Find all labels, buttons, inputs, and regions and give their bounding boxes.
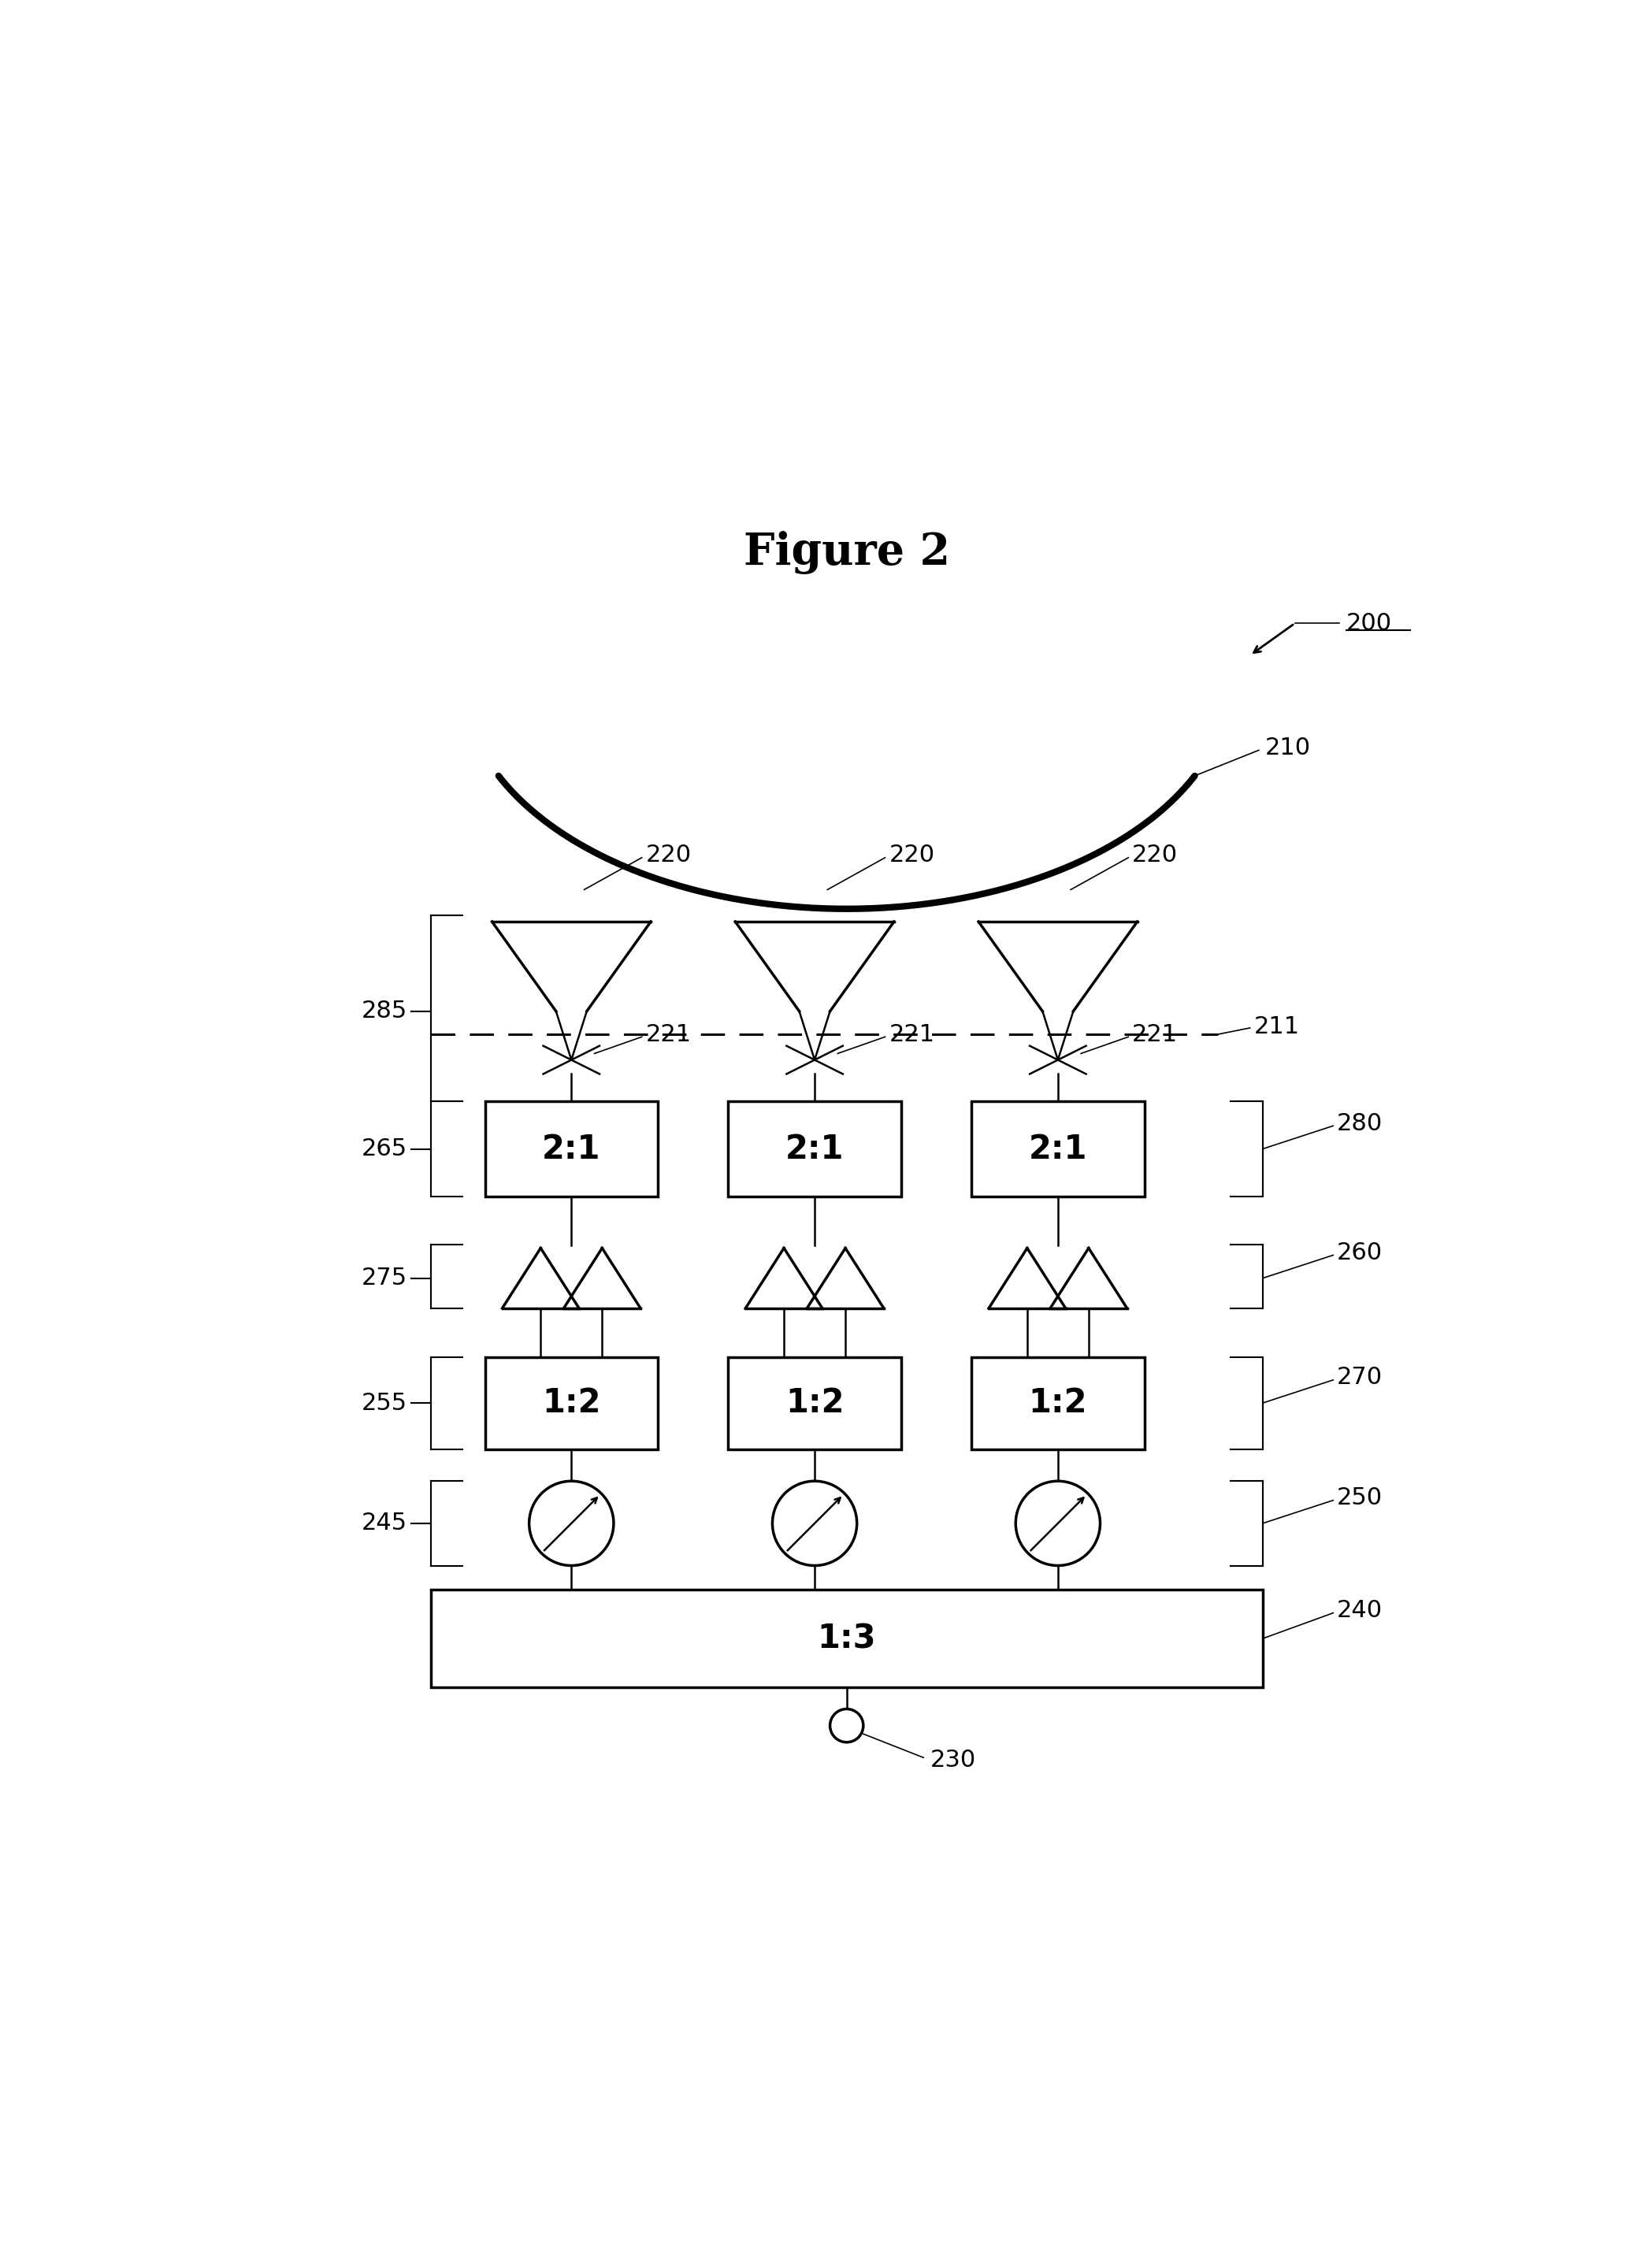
Text: 1:2: 1:2 (1029, 1387, 1087, 1419)
Bar (729, 1101, 900, 1198)
Text: 275: 275 (362, 1268, 408, 1290)
Text: 220: 220 (646, 844, 692, 866)
Bar (729, 1356, 900, 1448)
Text: 270: 270 (1336, 1365, 1383, 1390)
Text: 221: 221 (646, 1022, 692, 1047)
Text: 245: 245 (362, 1512, 408, 1534)
Text: 1:2: 1:2 (542, 1387, 601, 1419)
Text: 280: 280 (1336, 1112, 1383, 1135)
Text: 221: 221 (889, 1022, 935, 1047)
Text: 255: 255 (362, 1392, 408, 1415)
Text: 240: 240 (1336, 1600, 1383, 1622)
Bar (971, 1101, 1145, 1198)
Bar (971, 1356, 1145, 1448)
Text: 2:1: 2:1 (542, 1133, 601, 1166)
Text: 285: 285 (362, 999, 408, 1022)
Text: 220: 220 (1132, 844, 1178, 866)
Text: 221: 221 (1132, 1022, 1178, 1047)
Text: 1:3: 1:3 (818, 1622, 876, 1656)
Text: 265: 265 (362, 1137, 408, 1160)
Text: 211: 211 (1254, 1015, 1300, 1038)
Text: 250: 250 (1336, 1487, 1383, 1509)
Circle shape (1016, 1482, 1100, 1566)
Text: 210: 210 (1265, 735, 1312, 758)
Text: 200: 200 (1346, 611, 1391, 634)
Text: Figure 2: Figure 2 (743, 530, 950, 575)
Bar (486, 1356, 657, 1448)
Circle shape (529, 1482, 613, 1566)
Bar (431, 1590, 1262, 1687)
Circle shape (773, 1482, 857, 1566)
Text: 220: 220 (889, 844, 935, 866)
Circle shape (829, 1710, 864, 1742)
Text: 1:2: 1:2 (785, 1387, 844, 1419)
Bar (486, 1101, 657, 1198)
Text: 2:1: 2:1 (785, 1133, 844, 1166)
Text: 230: 230 (930, 1748, 976, 1771)
Text: 260: 260 (1336, 1241, 1383, 1263)
Text: 2:1: 2:1 (1029, 1133, 1087, 1166)
